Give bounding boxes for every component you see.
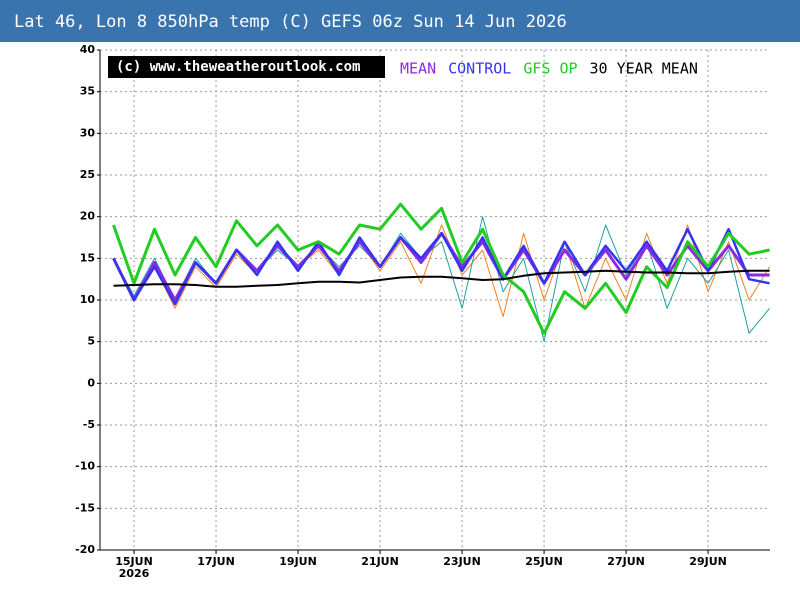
y-tick-label: 40	[80, 43, 96, 56]
y-tick-label: 10	[80, 293, 96, 306]
x-year-label: 2026	[119, 567, 150, 580]
y-tick-label: 25	[80, 168, 95, 181]
y-tick-label: -10	[75, 460, 95, 473]
series-line	[112, 231, 770, 302]
watermark-box	[108, 56, 385, 78]
y-tick-label: -5	[83, 418, 95, 431]
series-line	[112, 227, 770, 306]
x-tick-label: 27JUN	[607, 555, 645, 568]
x-tick-label: 29JUN	[689, 555, 727, 568]
legend-entry: GFS OP	[523, 60, 577, 78]
header-bar	[0, 0, 800, 42]
y-tick-label: -20	[75, 543, 95, 556]
legend-entry: 30 YEAR MEAN	[590, 60, 698, 78]
x-tick-label: 17JUN	[197, 555, 235, 568]
legend-entry: MEAN	[400, 60, 436, 78]
legend-entry: CONTROL	[448, 60, 511, 78]
x-tick-label: 25JUN	[525, 555, 563, 568]
x-tick-label: 19JUN	[279, 555, 317, 568]
y-tick-label: -15	[75, 501, 95, 514]
watermark: (c) www.theweatheroutlook.com	[116, 59, 360, 75]
x-tick-label: 21JUN	[361, 555, 399, 568]
y-tick-label: 20	[80, 210, 96, 223]
x-tick-label: 15JUN	[115, 555, 153, 568]
y-tick-label: 5	[87, 335, 95, 348]
chart-title: Lat 46, Lon 8 850hPa temp (C) GEFS 06z S…	[14, 12, 567, 32]
x-tick-label: 23JUN	[443, 555, 481, 568]
y-tick-label: 15	[80, 251, 95, 264]
y-tick-label: 0	[87, 376, 95, 389]
series-line	[113, 269, 770, 288]
series-line	[112, 202, 770, 335]
y-tick-label: 30	[80, 126, 96, 139]
y-tick-label: 35	[80, 85, 95, 98]
